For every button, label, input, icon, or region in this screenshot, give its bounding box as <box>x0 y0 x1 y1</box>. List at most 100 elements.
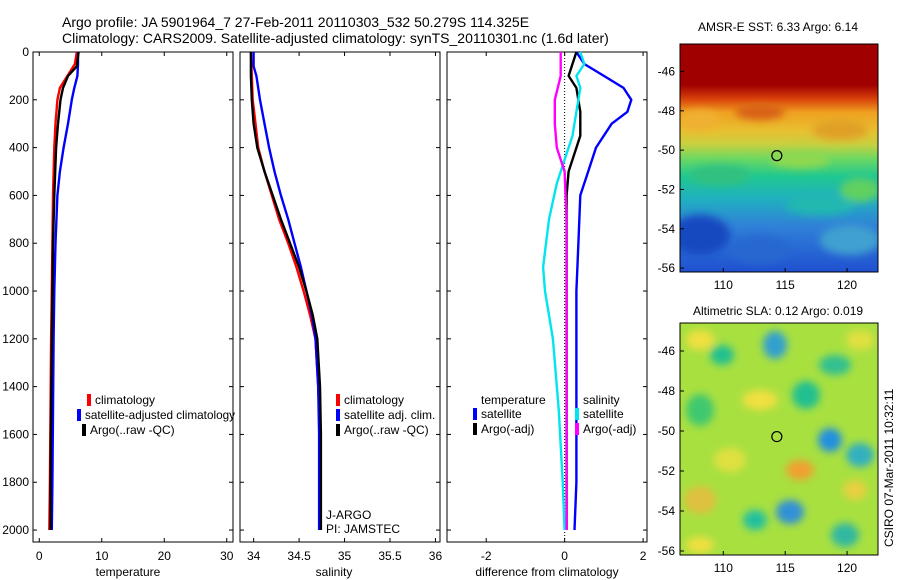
x-tick-label: 34 <box>247 549 261 563</box>
y-tick-label: -50 <box>658 143 676 157</box>
legend-label-climatology: climatology <box>95 393 155 407</box>
difference-xlabel: difference from climatology <box>475 565 618 579</box>
y-tick-label: 1800 <box>2 475 29 489</box>
sst-heatmap <box>680 44 878 272</box>
sst-blob <box>680 110 720 130</box>
salinity-ticks: 34 34.5 35 35.5 36 <box>240 51 443 563</box>
difference-ticks: -2 0 2 <box>447 51 647 563</box>
legend-title-temperature: temperature <box>481 393 546 407</box>
series-line <box>252 52 321 530</box>
side-stamp: CSIRO 07-Mar-2011 10:32:11 <box>882 388 896 547</box>
sla-blob <box>714 448 746 472</box>
sla-map-panel: Altimetric SLA: 0.12 Argo: 0.019 <box>658 304 879 575</box>
x-tick-label: 0 <box>561 549 568 563</box>
salinity-series <box>249 51 323 530</box>
series-line <box>541 51 586 531</box>
sst-blob <box>812 120 868 140</box>
legend-label-climatology: climatology <box>344 393 404 407</box>
sla-blob <box>819 355 851 375</box>
y-tick-label: -46 <box>658 65 676 79</box>
series-line <box>249 51 322 530</box>
sst-map-title: AMSR-E SST: 6.33 Argo: 6.14 <box>698 20 858 34</box>
sla-blob <box>831 523 859 547</box>
legend-swatch-satellite <box>336 409 340 421</box>
series-line <box>249 52 323 530</box>
x-tick-label: -2 <box>481 549 492 563</box>
sla-heatmap-texture <box>684 330 874 553</box>
y-tick-label: 1200 <box>2 332 29 346</box>
legend-label-argo: Argo(..raw -QC) <box>344 423 429 437</box>
salinity-xlabel: salinity <box>316 565 353 579</box>
series-line <box>49 51 80 530</box>
x-tick-label: 30 <box>220 549 234 563</box>
y-tick-label: 1400 <box>2 380 29 394</box>
x-tick-label: 0 <box>36 549 43 563</box>
argo-location-marker <box>771 150 783 162</box>
x-tick-label: 120 <box>837 278 857 292</box>
y-tick-label: 800 <box>9 236 29 250</box>
figure-title-line2: Climatology: CARS2009. Satellite-adjuste… <box>62 30 609 46</box>
temperature-plot-frame <box>32 51 234 543</box>
temperature-xlabel: temperature <box>96 565 161 579</box>
y-tick-label: 2000 <box>2 523 29 537</box>
legend-label-satellite: satellite-adjusted climatology <box>85 408 235 422</box>
x-tick-label: 34.5 <box>287 549 311 563</box>
y-tick-label: 600 <box>9 188 29 202</box>
sla-blob <box>684 486 716 514</box>
salinity-legend: climatology satellite adj. clim. Argo(..… <box>336 393 435 437</box>
x-tick-label: 10 <box>95 549 109 563</box>
x-tick-label: 20 <box>158 549 172 563</box>
salinity-plot-frame <box>239 51 441 543</box>
legend-swatch-climatology <box>336 394 340 406</box>
sla-blob <box>743 510 767 530</box>
sla-blob <box>792 381 820 409</box>
y-tick-label: 1600 <box>2 427 29 441</box>
sla-blob <box>776 500 804 524</box>
y-tick-label: -56 <box>658 544 676 558</box>
x-tick-label: 35 <box>338 549 352 563</box>
sla-blob <box>846 443 874 467</box>
legend-label-satellite: satellite adj. clim. <box>344 408 435 422</box>
platform-label: J-ARGO <box>326 508 371 522</box>
sst-map-panel: AMSR-E SST: 6.33 Argo: 6.14 110 115 120 -46… <box>658 20 879 292</box>
sla-blob <box>846 330 874 350</box>
y-tick-label: -48 <box>658 104 676 118</box>
temperature-ticks: 0 10 20 30 0 200 400 600 800 1000 1200 1400 1600 1800… <box>2 45 233 563</box>
series-line <box>573 51 633 531</box>
x-tick-label: 36 <box>429 549 443 563</box>
sst-blob <box>785 195 855 215</box>
legend-title-salinity: salinity <box>583 393 620 407</box>
legend-label-argo: Argo(..raw -QC) <box>90 423 175 437</box>
sst-blob <box>730 236 790 264</box>
sla-blob <box>742 390 778 410</box>
y-tick-label: -56 <box>658 261 676 275</box>
y-tick-label: 1000 <box>2 284 29 298</box>
y-tick-label: -48 <box>658 384 676 398</box>
legend-swatch-sal-satellite <box>575 408 579 420</box>
sst-blob <box>735 104 785 120</box>
figure-title-line1: Argo profile: JA 5901964_7 27-Feb-2011 2… <box>62 14 529 30</box>
sla-blob <box>686 330 714 350</box>
sst-blob <box>680 215 730 255</box>
x-tick-label: 110 <box>714 561 733 575</box>
x-tick-label: 2 <box>640 549 647 563</box>
y-tick-label: -50 <box>658 424 676 438</box>
temperature-legend: climatology satellite-adjusted climatolo… <box>77 393 235 437</box>
y-tick-label: -52 <box>658 182 676 196</box>
x-tick-label: 35.5 <box>378 549 402 563</box>
legend-swatch-satellite <box>77 409 81 421</box>
pi-label: PI: JAMSTEC <box>326 522 400 536</box>
legend-label-temp-satellite: satellite <box>481 407 522 421</box>
y-tick-label: 400 <box>9 141 29 155</box>
legend-swatch-argo <box>336 424 340 436</box>
sst-map-frame <box>679 43 879 273</box>
sla-blob <box>686 394 714 426</box>
y-tick-label: -46 <box>658 344 676 358</box>
sla-blob <box>843 480 867 500</box>
legend-swatch-temp-argo <box>473 423 477 435</box>
legend-swatch-argo <box>82 424 86 436</box>
x-tick-label: 115 <box>776 278 795 292</box>
legend-label-sal-satellite: satellite <box>583 407 624 421</box>
sla-blob <box>818 428 842 452</box>
